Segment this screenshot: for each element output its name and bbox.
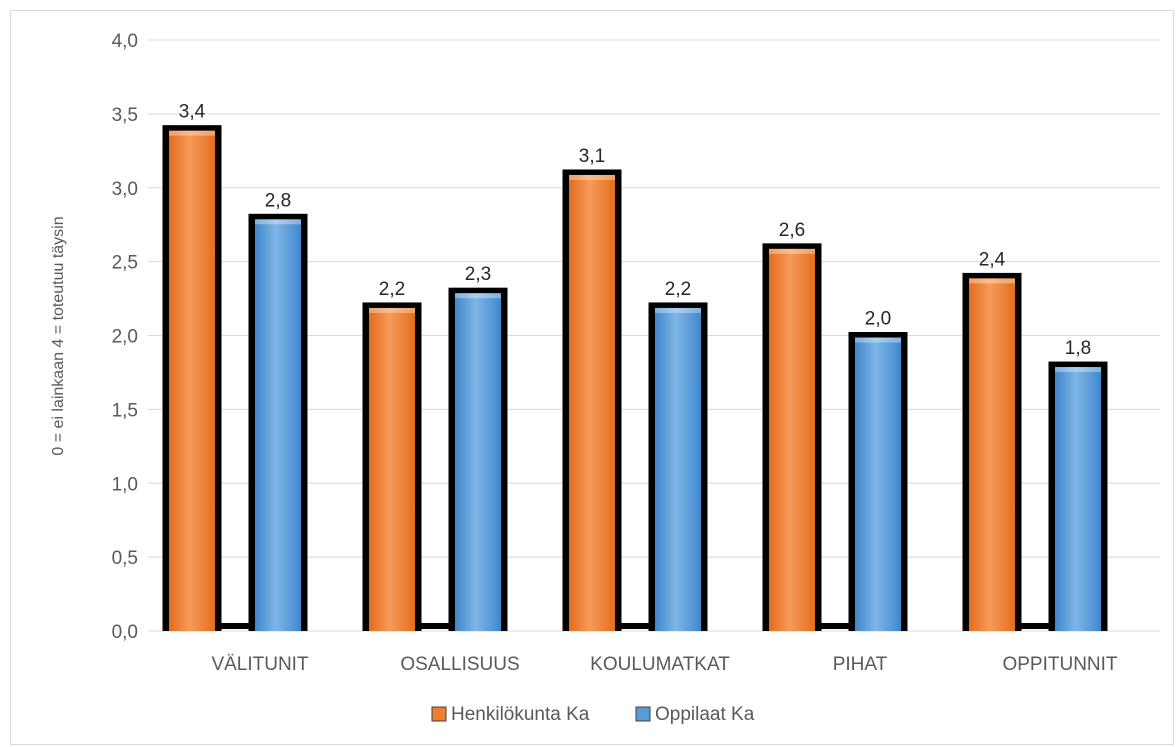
bar-henkilokunta	[569, 174, 615, 631]
x-category-label: OPPITUNNIT	[1002, 654, 1117, 675]
y-tick-label: 2,5	[112, 253, 138, 274]
data-label: 2,8	[265, 190, 291, 211]
y-tick-label: 0,0	[112, 622, 138, 643]
x-axis-categories: VÄLITUNIT OSALLISUUS KOULUMATKAT PIHAT OPPIT…	[211, 654, 1117, 675]
y-tick-label: 0,5	[112, 548, 138, 569]
bar-base-shadow	[818, 623, 852, 629]
y-tick-label: 2,0	[112, 327, 138, 348]
legend: Henkilökunta Ka Oppilaat Ka	[431, 704, 755, 725]
bar-highlight	[769, 248, 815, 254]
legend-swatch	[635, 706, 651, 722]
bar-oppilaat	[655, 307, 701, 631]
bar-oppilaat	[855, 337, 901, 631]
y-tick-label: 1,0	[112, 474, 138, 495]
data-label: 2,2	[665, 279, 691, 300]
legend-swatch	[431, 706, 447, 722]
y-axis-title: 0 = ei lainkaan 4 = toteutuu täysin	[50, 216, 67, 455]
legend-label: Henkilökunta Ka	[451, 704, 590, 725]
y-tick-label: 3,0	[112, 179, 138, 200]
x-category-label: VÄLITUNIT	[211, 654, 309, 675]
bar-base-shadow	[218, 623, 252, 629]
bar-highlight	[1055, 367, 1101, 373]
bar-highlight	[455, 293, 501, 299]
bars	[162, 125, 1108, 632]
bar-highlight	[969, 278, 1015, 284]
bar-highlight	[655, 307, 701, 313]
y-tick-label: 3,5	[112, 105, 138, 126]
bar-henkilokunta	[969, 278, 1015, 631]
bar-base-shadow	[418, 623, 452, 629]
data-label: 2,4	[979, 249, 1006, 270]
data-label: 1,8	[1065, 338, 1091, 359]
data-label: 2,3	[465, 264, 491, 285]
bar-base-shadow	[1018, 623, 1052, 629]
bar-highlight	[569, 174, 615, 180]
bar-highlight	[255, 219, 301, 225]
bar-henkilokunta	[169, 130, 215, 631]
data-label: 2,0	[865, 309, 891, 330]
y-axis-ticks: 0,0 0,5 1,0 1,5 2,0 2,5 3,0 3,5 4,0	[112, 31, 138, 643]
bar-oppilaat	[455, 293, 501, 631]
bar-henkilokunta	[769, 248, 815, 631]
bar-base-shadow	[618, 623, 652, 629]
legend-label: Oppilaat Ka	[655, 704, 755, 725]
data-label: 2,2	[379, 279, 405, 300]
x-category-label: OSALLISUUS	[400, 654, 519, 675]
x-category-label: PIHAT	[833, 654, 888, 675]
x-category-label: KOULUMATKAT	[590, 654, 730, 675]
y-tick-label: 1,5	[112, 400, 138, 421]
bar-highlight	[169, 130, 215, 136]
bar-oppilaat	[255, 219, 301, 632]
bar-henkilokunta	[369, 307, 415, 631]
bar-highlight	[369, 307, 415, 313]
bar-highlight	[855, 337, 901, 343]
data-label: 3,1	[579, 146, 605, 167]
data-label: 2,6	[779, 220, 805, 241]
data-labels: 3,4 2,8 2,2 2,3 3,1 2,2 2,6 2,0 2,4 1,8	[179, 102, 1091, 359]
y-tick-label: 4,0	[112, 31, 138, 52]
bar-oppilaat	[1055, 367, 1101, 631]
data-label: 3,4	[179, 102, 206, 123]
